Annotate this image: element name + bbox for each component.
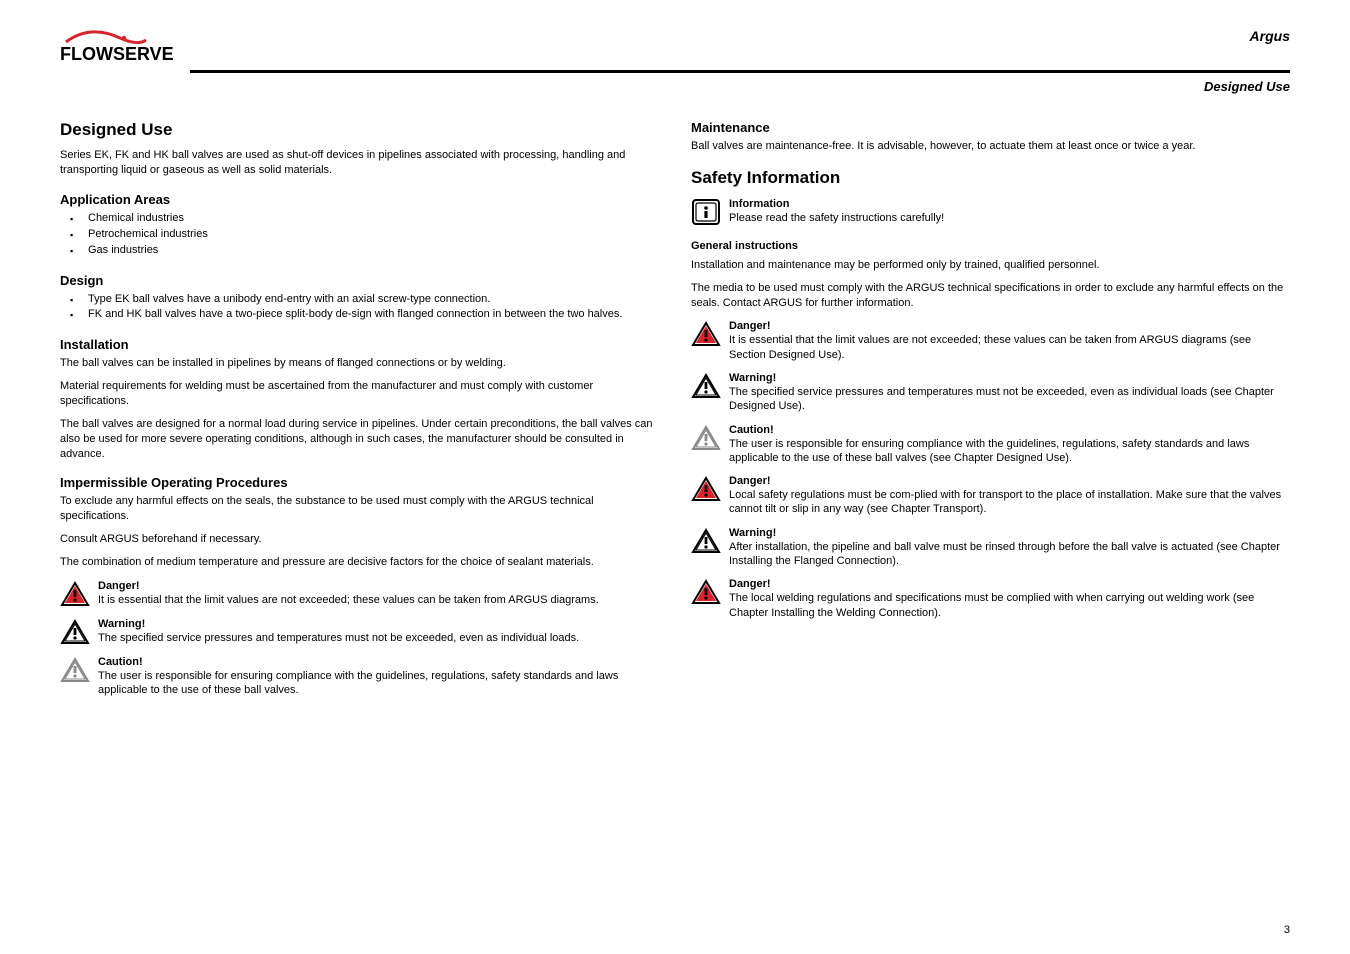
design-list: Type EK ball valves have a unibody end-e… [60,292,655,324]
callout-text: It is essential that the limit values ar… [98,593,655,607]
header: FLOWSERVE Argus [60,28,1290,66]
heading-maintenance: Maintenance [691,120,1286,135]
info-icon [691,198,721,226]
callout-warning: Warning! The specified service pressures… [60,618,655,646]
general-p2: The media to be used must comply with th… [691,281,1286,311]
callout-danger: Danger! It is essential that the limit v… [691,320,1286,362]
callout-danger: Danger! It is essential that the limit v… [60,580,655,608]
callout-warning: Warning! After installation, the pipelin… [691,527,1286,569]
callout-text: Local safety regulations must be com-pli… [729,488,1286,517]
callout-body: Warning! After installation, the pipelin… [729,527,1286,569]
callout-information: Information Please read the safety instr… [691,198,1286,226]
callout-title: Caution! [98,656,655,668]
imperm-p2: Consult ARGUS beforehand if necessary. [60,532,655,547]
warning-icon [60,618,90,646]
callout-body: Warning! The specified service pressures… [98,618,655,645]
callout-body: Caution! The user is responsible for ens… [98,656,655,698]
callout-text: The local welding regulations and specif… [729,591,1286,620]
callout-body: Danger! The local welding regulations an… [729,578,1286,620]
heading-design: Design [60,273,655,288]
callout-text: It is essential that the limit values ar… [729,333,1286,362]
callout-title: Warning! [729,372,1286,384]
list-item: FK and HK ball valves have a two-piece s… [78,307,655,323]
caution-icon [691,424,721,452]
callout-text: Please read the safety instructions care… [729,211,1286,225]
callout-title: Warning! [98,618,655,630]
callout-text: The specified service pressures and temp… [98,631,655,645]
flowserve-logo: FLOWSERVE [60,28,190,66]
danger-icon [691,578,721,606]
subbrand: Designed Use [60,79,1290,94]
install-p3: The ball valves are designed for a norma… [60,417,655,462]
callout-text: After installation, the pipeline and bal… [729,540,1286,569]
svg-text:FLOWSERVE: FLOWSERVE [60,44,174,64]
callout-body: Information Please read the safety instr… [729,198,1286,225]
callout-body: Caution! The user is responsible for ens… [729,424,1286,466]
danger-icon [60,580,90,608]
callout-title: Information [729,198,1286,210]
callout-warning: Warning! The specified service pressures… [691,372,1286,414]
callout-danger: Danger! Local safety regulations must be… [691,475,1286,517]
warning-icon [691,527,721,555]
callout-title: Danger! [98,580,655,592]
callout-title: Danger! [729,475,1286,487]
callout-title: Danger! [729,578,1286,590]
callout-caution: Caution! The user is responsible for ens… [691,424,1286,466]
callout-caution: Caution! The user is responsible for ens… [60,656,655,698]
callout-danger: Danger! The local welding regulations an… [691,578,1286,620]
heading-general-instructions: General instructions [691,240,1286,252]
page: FLOWSERVE Argus Designed Use Designed Us… [0,0,1350,954]
list-item: Petrochemical industries [78,227,655,243]
heading-installation: Installation [60,337,655,352]
heading-impermissible: Impermissible Operating Procedures [60,475,655,490]
right-column: Maintenance Ball valves are maintenance-… [691,120,1286,703]
general-p1: Installation and maintenance may be perf… [691,258,1286,273]
application-list: Chemical industries Petrochemical indust… [60,211,655,259]
callout-title: Caution! [729,424,1286,436]
callout-text: The specified service pressures and temp… [729,385,1286,414]
imperm-p3: The combination of medium temperature an… [60,555,655,570]
intro-para: Series EK, FK and HK ball valves are use… [60,148,655,178]
callout-text: The user is responsible for ensuring com… [98,669,655,698]
page-number: 3 [1284,924,1290,936]
brand: Argus [1250,28,1290,44]
maintenance-p: Ball valves are maintenance-free. It is … [691,139,1286,154]
callout-title: Danger! [729,320,1286,332]
content-columns: Designed Use Series EK, FK and HK ball v… [60,120,1290,703]
warning-icon [691,372,721,400]
danger-icon [691,320,721,348]
heading-designed-use: Designed Use [60,120,655,140]
left-column: Designed Use Series EK, FK and HK ball v… [60,120,655,703]
header-rule [190,70,1290,73]
danger-icon [691,475,721,503]
list-item: Type EK ball valves have a unibody end-e… [78,292,655,308]
callout-body: Danger! It is essential that the limit v… [98,580,655,607]
list-item: Gas industries [78,243,655,259]
heading-safety-info: Safety Information [691,168,1286,188]
install-p2: Material requirements for welding must b… [60,379,655,409]
install-p1: The ball valves can be installed in pipe… [60,356,655,371]
imperm-p1: To exclude any harmful effects on the se… [60,494,655,524]
callout-body: Danger! Local safety regulations must be… [729,475,1286,517]
heading-application-areas: Application Areas [60,192,655,207]
callout-text: The user is responsible for ensuring com… [729,437,1286,466]
list-item: Chemical industries [78,211,655,227]
callout-body: Danger! It is essential that the limit v… [729,320,1286,362]
callout-title: Warning! [729,527,1286,539]
callout-body: Warning! The specified service pressures… [729,372,1286,414]
caution-icon [60,656,90,684]
